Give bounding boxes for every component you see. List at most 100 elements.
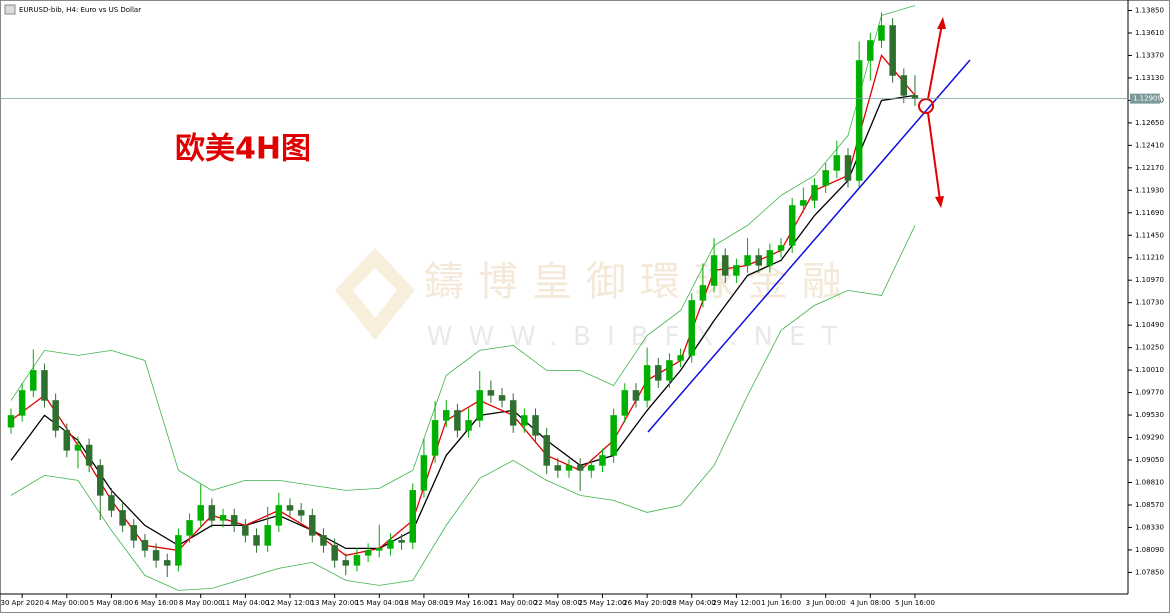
x-tick-label: 4 Jun 08:00 bbox=[850, 599, 890, 607]
y-tick-label: 1.13850 bbox=[1135, 6, 1164, 14]
candle-body bbox=[208, 505, 216, 521]
watermark-name: 鑄博皇御環球金融 bbox=[424, 259, 856, 305]
annotation: 欧美4H图 bbox=[175, 132, 311, 167]
indicator-line bbox=[10, 225, 916, 591]
candle-body bbox=[543, 435, 550, 466]
candle-body bbox=[588, 465, 595, 471]
candle-body bbox=[297, 510, 305, 516]
candle-body bbox=[63, 430, 71, 451]
x-tick-label: 1 Jun 16:00 bbox=[761, 599, 801, 607]
arrow-down bbox=[927, 112, 941, 201]
candle-body bbox=[41, 370, 48, 401]
y-tick-label: 1.11930 bbox=[1135, 186, 1164, 194]
candle-body bbox=[889, 25, 896, 76]
y-tick-label: 1.09770 bbox=[1135, 389, 1164, 397]
candle-body bbox=[487, 390, 495, 396]
candle-body bbox=[621, 390, 629, 416]
candle-body bbox=[610, 415, 617, 456]
y-tick-label: 1.10250 bbox=[1135, 344, 1164, 352]
candle-body bbox=[811, 185, 818, 201]
candle-body bbox=[476, 390, 483, 421]
candle-body bbox=[52, 400, 59, 431]
candle-body bbox=[398, 540, 405, 543]
arrow-up-head bbox=[937, 17, 946, 29]
candle-body bbox=[521, 415, 528, 426]
candle-body bbox=[800, 200, 807, 206]
candle-body bbox=[320, 535, 327, 546]
candle-body bbox=[152, 550, 160, 561]
x-tick-label: 4 May 00:00 bbox=[45, 599, 89, 607]
candle-body bbox=[431, 420, 439, 456]
arrow-down-head bbox=[935, 196, 944, 208]
x-tick-label: 21 May 00:00 bbox=[489, 599, 537, 607]
current-price-box bbox=[1130, 93, 1160, 104]
candle-body bbox=[900, 75, 908, 96]
candle-body bbox=[699, 285, 707, 301]
candle-body bbox=[710, 255, 718, 286]
y-tick-label: 1.12410 bbox=[1135, 141, 1164, 149]
candle-body bbox=[275, 505, 283, 526]
indicator-line bbox=[10, 5, 916, 491]
x-tick-label: 5 May 08:00 bbox=[90, 599, 134, 607]
y-tick-label: 1.13610 bbox=[1135, 29, 1164, 37]
candle-body bbox=[175, 535, 182, 566]
y-tick-label: 1.10010 bbox=[1135, 366, 1164, 374]
candle-body bbox=[855, 60, 863, 181]
plot bbox=[7, 5, 919, 591]
y-tick-label: 1.09530 bbox=[1135, 411, 1164, 419]
candle-body bbox=[599, 455, 606, 466]
candle-body bbox=[141, 540, 149, 551]
y-tick-label: 1.11690 bbox=[1135, 209, 1164, 217]
candle-body bbox=[242, 525, 249, 536]
candle-body bbox=[108, 495, 115, 511]
candle-body bbox=[353, 555, 361, 566]
x-tick-label: 19 May 16:00 bbox=[445, 599, 493, 607]
y-tick-label: 1.11450 bbox=[1135, 231, 1164, 239]
candle-body bbox=[97, 465, 104, 496]
y-tick-label: 1.13130 bbox=[1135, 74, 1164, 82]
trend-line bbox=[647, 59, 971, 433]
y-tick-label: 1.10970 bbox=[1135, 276, 1164, 284]
chart-title: EURUSD-bib, H4: Euro vs US Dollar bbox=[19, 6, 141, 14]
watermark-site: WWW.BIBFX.NET bbox=[427, 322, 854, 352]
candle-body bbox=[342, 560, 350, 566]
candle-body bbox=[878, 25, 885, 41]
candle-body bbox=[7, 415, 15, 428]
candle-body bbox=[376, 548, 383, 551]
candle-body bbox=[219, 515, 227, 521]
candle-body bbox=[331, 545, 338, 561]
candle-body bbox=[733, 265, 740, 276]
candle-body bbox=[688, 300, 696, 356]
current-price-label: 1.12909 bbox=[1133, 95, 1162, 103]
candle-body bbox=[677, 355, 684, 361]
candle-body bbox=[576, 465, 584, 471]
indicator-line bbox=[10, 54, 916, 557]
candle-body bbox=[911, 95, 919, 99]
x-tick-label: 15 May 04:00 bbox=[355, 599, 403, 607]
arrow-up bbox=[927, 23, 943, 100]
candle-body bbox=[666, 360, 673, 381]
y-tick-label: 1.09290 bbox=[1135, 434, 1164, 442]
candle-body bbox=[643, 365, 651, 401]
candle-body bbox=[867, 40, 874, 61]
candle-body bbox=[655, 365, 662, 381]
y-tick-label: 1.10490 bbox=[1135, 321, 1164, 329]
candle-body bbox=[454, 410, 461, 431]
x-tick-label: 22 May 08:00 bbox=[534, 599, 582, 607]
candle-body bbox=[766, 250, 774, 266]
candle-body bbox=[498, 395, 506, 401]
x-tick-label: 5 Jun 16:00 bbox=[895, 599, 935, 607]
candle-body bbox=[309, 515, 316, 536]
candle-body bbox=[130, 525, 138, 541]
candle-body bbox=[844, 155, 852, 181]
x-tick-label: 8 May 00:00 bbox=[179, 599, 223, 607]
watermark: 鑄博皇御環球金融 WWW.BIBFX.NET bbox=[335, 248, 856, 352]
candle-body bbox=[420, 455, 428, 491]
candle-body bbox=[777, 245, 785, 251]
x-tick-label: 6 May 16:00 bbox=[134, 599, 178, 607]
candle-body bbox=[565, 465, 573, 471]
y-tick-label: 1.08330 bbox=[1135, 523, 1164, 531]
candle-body bbox=[755, 255, 762, 266]
